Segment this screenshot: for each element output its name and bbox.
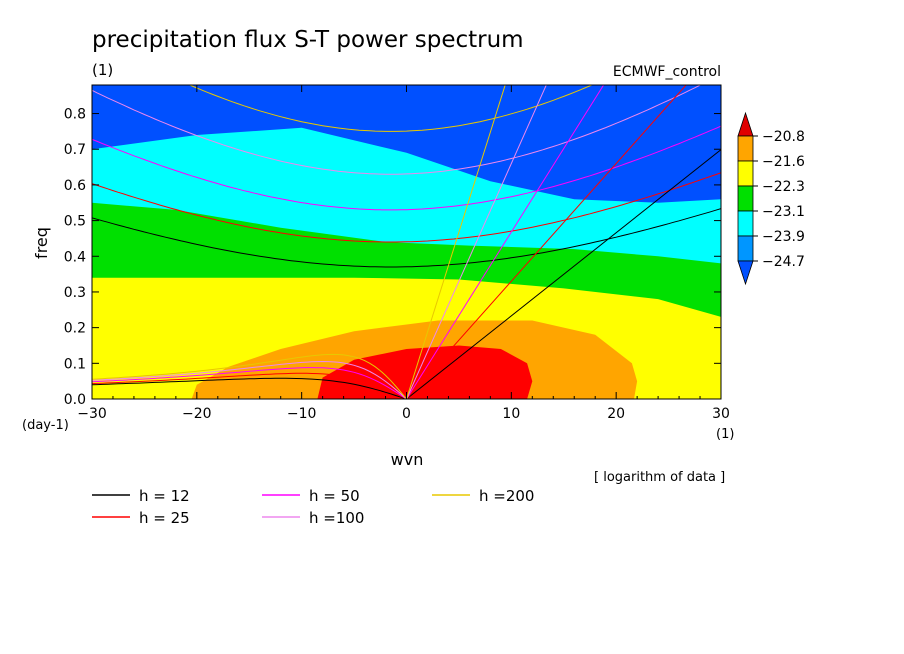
colorbar-level-label: −23.9 xyxy=(762,229,805,245)
kelvin-line-25 xyxy=(406,85,687,399)
x-tick-label: 20 xyxy=(607,406,625,422)
colorbar-top-arrow xyxy=(737,111,754,137)
y-tick-label: 0.5 xyxy=(64,214,86,230)
kelvin-line-12 xyxy=(406,149,721,399)
rossby-curve-50 xyxy=(92,367,407,399)
ig-curve-100 xyxy=(92,85,702,175)
y-axis-label: freq xyxy=(32,227,51,259)
chart-subtitle-model: ECMWF_control xyxy=(613,64,721,80)
data-note: [ logarithm of data ] xyxy=(594,470,725,485)
colorbar-segment xyxy=(737,210,754,237)
kelvin-line-100 xyxy=(406,85,547,399)
plot-area xyxy=(92,85,721,399)
legend-label: h =200 xyxy=(479,487,534,505)
y-axis-unit: (day-1) xyxy=(22,418,69,433)
x-tick-label: 30 xyxy=(712,406,730,422)
colorbar-level-label: −23.1 xyxy=(762,204,805,220)
x-axis-label: wvn xyxy=(391,450,424,469)
y-tick-label: 0.6 xyxy=(64,178,86,194)
rossby-curve-200 xyxy=(92,353,407,399)
kelvin-line-200 xyxy=(406,85,506,399)
colorbar-segment xyxy=(737,135,754,162)
y-tick-label: 0.4 xyxy=(64,249,86,265)
y-tick-label: 0.3 xyxy=(64,285,86,301)
legend-label: h = 50 xyxy=(309,487,360,505)
legend-label: h =100 xyxy=(309,509,364,527)
colorbar-bottom-arrow xyxy=(737,260,754,286)
y-tick-label: 0.1 xyxy=(64,356,86,372)
rossby-curve-100 xyxy=(92,360,407,399)
legend-label: h = 25 xyxy=(139,509,190,527)
x-tick-label: −30 xyxy=(77,406,107,422)
dispersion-curves xyxy=(92,85,721,399)
y-tick-label: 0.0 xyxy=(64,392,86,408)
rossby-curve-25 xyxy=(92,372,407,399)
axis-ticks: −30 −20 −10 0 10 20 30 0.0 0.1 0.2 0.3 0.4 0.5 0.6 0.7… xyxy=(64,85,730,422)
chart-title: precipitation flux S-T power spectrum xyxy=(92,27,524,53)
y-tick-label: 0.7 xyxy=(64,142,86,158)
colorbar-segment xyxy=(737,185,754,212)
y-tick-label: 0.2 xyxy=(64,321,86,337)
x-tick-label: −20 xyxy=(182,406,212,422)
colorbar: −20.8 −21.6 −22.3 −23.1 −23.9 −24.7 xyxy=(737,111,805,286)
ig-curve-50 xyxy=(92,125,721,211)
colorbar-segment xyxy=(737,160,754,187)
x-tick-label: 10 xyxy=(502,406,520,422)
colorbar-segment xyxy=(737,235,754,262)
colorbar-level-label: −21.6 xyxy=(762,154,805,170)
kelvin-line-50 xyxy=(406,85,605,399)
x-tick-label: −10 xyxy=(287,406,317,422)
ig-curve-12 xyxy=(92,208,721,268)
colorbar-level-label: −24.7 xyxy=(762,254,805,270)
x-axis-unit: (1) xyxy=(716,427,734,442)
colorbar-level-label: −20.8 xyxy=(762,129,805,145)
ig-curve-25 xyxy=(92,172,721,243)
colorbar-level-label: −22.3 xyxy=(762,179,805,195)
band-red xyxy=(317,345,533,399)
y-tick-label: 0.8 xyxy=(64,107,86,123)
chart-subtitle-unit: (1) xyxy=(92,61,113,79)
rossby-curve-12 xyxy=(92,377,407,399)
legend-label: h = 12 xyxy=(139,487,190,505)
x-tick-label: 0 xyxy=(402,406,411,422)
legend: h = 12 h = 25 h = 50 h =100 h =200 xyxy=(92,487,534,527)
